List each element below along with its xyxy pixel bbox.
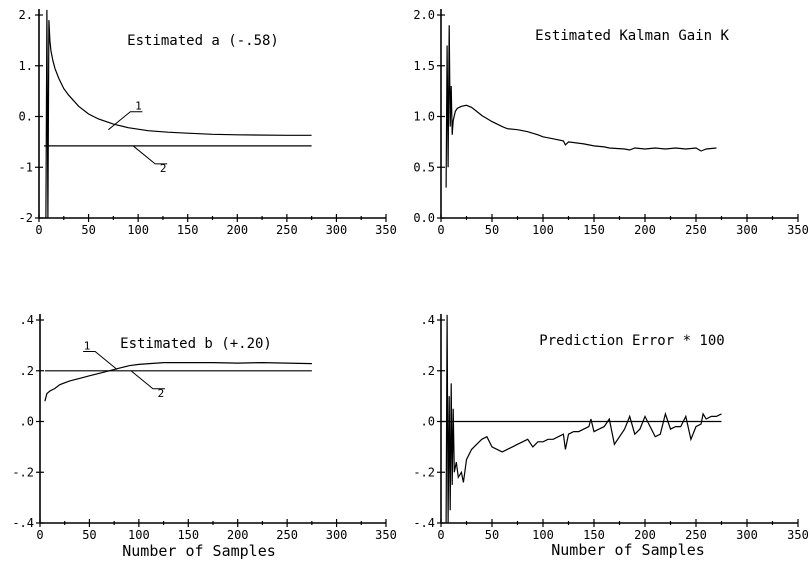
- y-tick-label: .0: [20, 415, 34, 429]
- x-tick-label: 250: [685, 223, 707, 237]
- y-tick-label: -.4: [413, 516, 435, 530]
- x-tick-label: 0: [35, 223, 42, 237]
- series-line-1: [445, 314, 722, 524]
- y-tick-label: 0.: [19, 110, 33, 124]
- x-tick-label: 0: [36, 528, 43, 542]
- x-tick-label: 250: [276, 528, 298, 542]
- y-tick-label: .4: [20, 313, 34, 327]
- y-tick-label: .4: [421, 313, 435, 327]
- x-tick-label: 50: [485, 223, 499, 237]
- x-tick-label: 350: [787, 223, 809, 237]
- y-tick-label: 2.: [19, 8, 33, 22]
- x-tick-label: 350: [375, 223, 397, 237]
- panel-title: Estimated b (+.20): [120, 336, 272, 352]
- annotation-leader: [83, 350, 118, 370]
- x-tick-label: 0: [437, 528, 444, 542]
- y-tick-label: 1.: [19, 59, 33, 73]
- x-tick-label: 300: [326, 528, 348, 542]
- x-tick-label: 150: [177, 528, 199, 542]
- annotation-label: 1: [84, 339, 91, 352]
- x-tick-label: 100: [532, 223, 554, 237]
- series-line-1: [445, 25, 717, 188]
- annotation-label: 1: [135, 100, 142, 113]
- x-tick-label: 0: [437, 223, 444, 237]
- x-tick-label: 50: [82, 528, 96, 542]
- x-tick-label: 100: [532, 528, 554, 542]
- y-tick-label: 1.5: [413, 59, 435, 73]
- y-tick-label: -1: [19, 160, 33, 174]
- x-tick-label: 250: [685, 528, 707, 542]
- x-tick-label: 200: [634, 528, 656, 542]
- panel-prediction-error: Prediction Error * 100 Number of Samples…: [413, 313, 809, 559]
- x-tick-label: 350: [787, 528, 809, 542]
- y-tick-label: -.2: [413, 465, 435, 479]
- panel-kalman-gain: Estimated Kalman Gain K 0 50 100 150 200 250 3…: [413, 8, 809, 237]
- y-tick-label: .0: [421, 415, 435, 429]
- y-tick-label: 0.0: [413, 211, 435, 225]
- x-tick-label: 100: [127, 223, 149, 237]
- y-tick-label: -2: [19, 211, 33, 225]
- x-tick-label: 300: [736, 528, 758, 542]
- x-axis-label: Number of Samples: [551, 541, 705, 559]
- y-tick-label: .2: [421, 364, 435, 378]
- panel-estimated-b: Estimated b (+.20) Number of Samples 0 50…: [12, 313, 397, 560]
- x-tick-label: 200: [634, 223, 656, 237]
- y-tick-label: .2: [20, 364, 34, 378]
- x-tick-label: 50: [81, 223, 95, 237]
- panel-title: Estimated a (-.58): [127, 33, 279, 49]
- x-tick-label: 300: [326, 223, 348, 237]
- x-tick-label: 200: [227, 528, 249, 542]
- series-line-1: [44, 361, 312, 402]
- y-tick-label: -.2: [12, 465, 34, 479]
- panel-estimated-a: Estimated a (-.58) 0 50 100 150 200 250 300 350…: [19, 8, 397, 237]
- y-tick-label: -.4: [12, 516, 34, 530]
- x-tick-label: 250: [276, 223, 298, 237]
- y-tick-label: 1.0: [413, 110, 435, 124]
- annotation-label: 2: [158, 387, 165, 400]
- x-tick-label: 150: [583, 223, 605, 237]
- y-tick-label: 2.0: [413, 8, 435, 22]
- y-tick-label: 0.5: [413, 160, 435, 174]
- panel-title: Prediction Error * 100: [539, 333, 724, 349]
- annotation-leader: [130, 370, 165, 390]
- annotation-leader: [132, 145, 168, 165]
- x-tick-label: 50: [485, 528, 499, 542]
- annotation-label: 2: [160, 162, 167, 175]
- annotation-leader: [108, 111, 143, 131]
- panel-title: Estimated Kalman Gain K: [535, 28, 729, 44]
- x-axis-label: Number of Samples: [122, 542, 276, 560]
- x-tick-label: 100: [128, 528, 150, 542]
- x-tick-label: 200: [226, 223, 248, 237]
- x-tick-label: 150: [583, 528, 605, 542]
- x-tick-label: 350: [375, 528, 397, 542]
- series-line-1: [45, 9, 312, 219]
- x-tick-label: 150: [177, 223, 199, 237]
- x-tick-label: 300: [736, 223, 758, 237]
